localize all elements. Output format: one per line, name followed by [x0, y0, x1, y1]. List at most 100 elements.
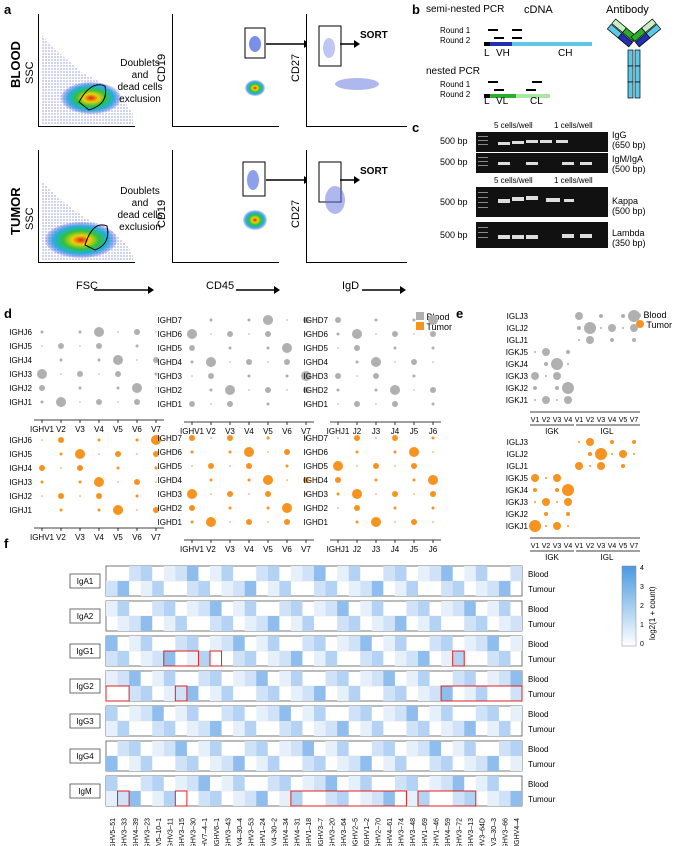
d-blood-vd-dot	[282, 343, 292, 353]
heatmap-cell	[337, 791, 349, 806]
d-tumor-vd-dot	[191, 465, 193, 467]
heatmap-cell	[406, 791, 418, 806]
d-blood-vd-row-label: IGHD3	[158, 372, 183, 381]
d-tumor-dj-dot	[392, 491, 398, 497]
d-blood-vj-dot	[40, 330, 44, 334]
d-tumor-vj-dot	[96, 493, 102, 499]
e-tumor-col-label: V1	[531, 543, 540, 550]
heatmap-cell	[441, 776, 453, 791]
heatmap-cell	[406, 581, 418, 596]
d-blood-vj-col-label: V4	[94, 425, 104, 434]
gel-igg-bands	[478, 136, 568, 145]
gene-label: IGHV3–23	[144, 818, 151, 846]
light-seg-cl: CL	[530, 96, 543, 107]
exclusion-text-tumor: Doublets and dead cells exclusion	[117, 186, 163, 233]
d-tumor-vj-col-label: V2	[56, 533, 66, 542]
e-tumor-dot	[589, 465, 591, 467]
d-blood-vd-dot	[187, 329, 197, 339]
heatmap-cell	[348, 686, 361, 701]
heatmap-cell	[267, 706, 280, 721]
gel-kappa	[476, 187, 608, 217]
e-blood-dot	[556, 399, 558, 401]
gene-label: IGHV1–2	[364, 818, 371, 846]
d-blood-dj-dot	[430, 331, 436, 337]
d-blood-dj-dot	[373, 373, 379, 379]
d-blood-vd-row-label: IGHD5	[158, 344, 183, 353]
d-tumor-dj-dot	[394, 521, 396, 523]
e-blood-dot	[600, 327, 602, 329]
heatmap-cell	[186, 721, 199, 736]
gel-lambda	[476, 222, 608, 248]
heatmap-cell	[152, 721, 164, 736]
heatmap-cell	[337, 671, 349, 686]
d-tumor-vd-dot	[189, 505, 195, 511]
gene-label: IGHV1–46	[433, 818, 440, 846]
heatmap-cell	[198, 741, 210, 756]
e-tumor-dot	[621, 464, 625, 468]
heatmap-cell	[371, 741, 384, 756]
e-tumor-dot	[556, 501, 558, 503]
heatmap-cell	[337, 616, 349, 631]
gene-label: IGHV3–74	[399, 818, 406, 846]
heatmap-cell	[106, 791, 118, 806]
d-blood-vd-row-label: IGHD2	[158, 386, 183, 395]
d-tumor-vj-dot	[58, 493, 64, 499]
heatmap-cell	[210, 671, 222, 686]
heatmap-cell	[256, 616, 268, 631]
heatmap-cell	[175, 756, 187, 771]
gene-label: IGHV3–64D	[480, 818, 487, 846]
d-blood-vj-dot	[135, 344, 139, 348]
heatmap-cell	[487, 651, 499, 666]
blood-row-label: Blood	[528, 710, 548, 719]
heavy-round1-label: Round 1	[440, 26, 471, 35]
heatmap-cell	[117, 651, 130, 666]
e-blood-row-label: IGKJ1	[506, 396, 529, 405]
d-tumor-vd-dot	[244, 447, 254, 457]
d-blood-dj-dot	[374, 388, 378, 392]
d-tumor-vd-dot	[265, 491, 271, 497]
heatmap-cell	[140, 756, 153, 771]
d-tumor-dj-dot	[352, 489, 362, 499]
d-blood-dj-dot	[392, 401, 398, 407]
d-tumor-vd-col-label: V6	[282, 545, 292, 554]
heatmap-cell	[186, 636, 199, 651]
sort-label-blood: SORT	[360, 30, 388, 41]
heatmap-cell	[233, 706, 245, 721]
d-blood-vj-dot	[37, 369, 47, 379]
d-blood-dj-col-label: J2	[353, 427, 362, 436]
heatmap-cell	[106, 581, 118, 596]
heatmap-cell	[221, 706, 234, 721]
e-tumor-col-label: V7	[630, 543, 639, 550]
heatmap-cell	[198, 601, 210, 616]
sort-arrow-blood	[340, 40, 360, 48]
e-blood-col-label: V3	[553, 417, 562, 424]
heatmap-cell	[383, 756, 395, 771]
d-tumor-vj-row-label: IGHJ4	[9, 464, 32, 473]
heatmap-cell	[140, 616, 153, 631]
d-tumor-dj-row-label: IGHD7	[304, 434, 329, 443]
heatmap-cell	[337, 756, 349, 771]
cd45-cd19-plot-tumor	[172, 150, 279, 263]
heatmap-cell	[186, 756, 199, 771]
d-blood-dj-dot	[374, 318, 378, 322]
tumour-row-label: Tumour	[528, 795, 556, 804]
heatmap-cell	[498, 651, 511, 666]
heatmap-cell	[152, 776, 164, 791]
heatmap-cell	[498, 791, 511, 806]
d-tumor-vd-dot	[247, 478, 251, 482]
heatmap-cell	[279, 651, 291, 666]
d-blood-vj-row-label: IGHJ2	[9, 384, 32, 393]
heatmap-cell	[233, 756, 245, 771]
significant-highlight	[105, 685, 130, 702]
e-tumor-col-label: V1	[575, 543, 584, 550]
heatmap-cell	[210, 601, 222, 616]
band-kappa: Kappa (500 bp)	[612, 196, 646, 216]
d-blood-vd-dot	[304, 332, 308, 336]
heatmap-cell	[429, 636, 442, 651]
d-tumor-vd-dot	[284, 449, 290, 455]
sort-label-tumor: SORT	[360, 166, 388, 177]
e-blood-dot	[621, 314, 625, 318]
heatmap-cell	[290, 601, 303, 616]
heatmap-cell	[475, 636, 488, 651]
d-tumor-vd-col-label: V5	[263, 545, 273, 554]
